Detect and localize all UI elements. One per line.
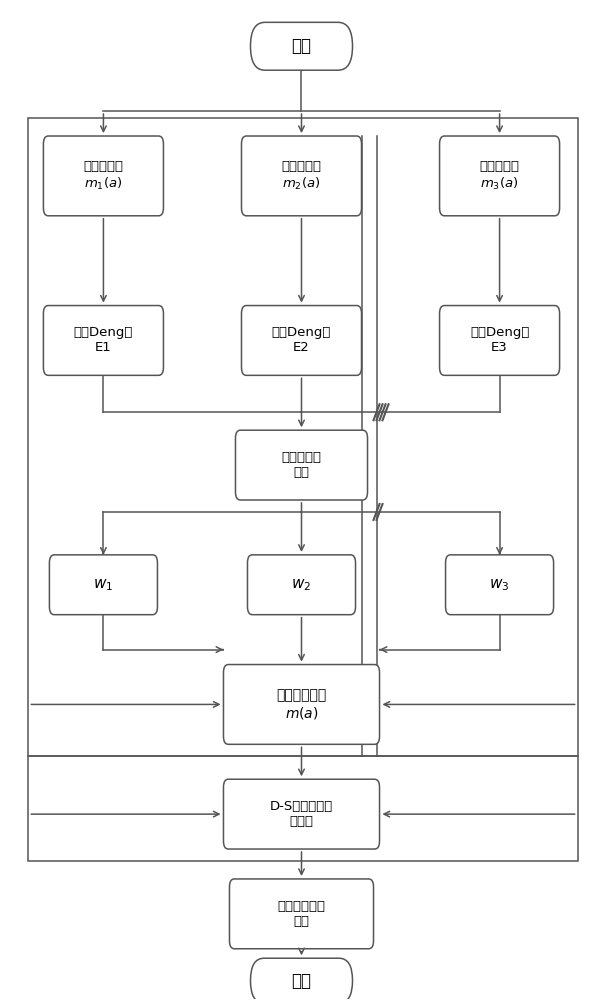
Text: 输出故障诊断
结果: 输出故障诊断 结果 <box>277 900 326 928</box>
Text: 故障隶属度
$m_3(a)$: 故障隶属度 $m_3(a)$ <box>479 160 520 192</box>
FancyBboxPatch shape <box>250 958 353 1000</box>
Text: 计算Deng熵
E1: 计算Deng熵 E1 <box>74 326 133 354</box>
Text: 开始: 开始 <box>291 37 312 55</box>
Text: D-S证据理论组
合规则: D-S证据理论组 合规则 <box>270 800 333 828</box>
FancyBboxPatch shape <box>43 306 163 375</box>
FancyBboxPatch shape <box>43 136 163 216</box>
FancyBboxPatch shape <box>236 430 367 500</box>
Text: 归一化，求
权值: 归一化，求 权值 <box>282 451 321 479</box>
Text: 故障隶属度
$m_1(a)$: 故障隶属度 $m_1(a)$ <box>83 160 124 192</box>
Text: $w_1$: $w_1$ <box>93 577 113 593</box>
FancyBboxPatch shape <box>446 555 554 615</box>
FancyBboxPatch shape <box>440 136 560 216</box>
FancyBboxPatch shape <box>230 879 373 949</box>
FancyBboxPatch shape <box>440 306 560 375</box>
FancyBboxPatch shape <box>224 779 379 849</box>
Text: 计算加权证据
$m(a)$: 计算加权证据 $m(a)$ <box>276 688 327 721</box>
Text: $w_2$: $w_2$ <box>291 577 312 593</box>
FancyBboxPatch shape <box>224 665 379 744</box>
Text: 计算Deng熵
E2: 计算Deng熵 E2 <box>272 326 331 354</box>
Bar <box>28 756 578 861</box>
FancyBboxPatch shape <box>241 306 362 375</box>
Text: 结束: 结束 <box>291 972 312 990</box>
Bar <box>28 118 578 756</box>
FancyBboxPatch shape <box>241 136 362 216</box>
FancyBboxPatch shape <box>250 22 353 70</box>
FancyBboxPatch shape <box>247 555 356 615</box>
Text: 故障隶属度
$m_2(a)$: 故障隶属度 $m_2(a)$ <box>282 160 321 192</box>
Text: $w_3$: $w_3$ <box>490 577 510 593</box>
FancyBboxPatch shape <box>49 555 157 615</box>
Text: 计算Deng熵
E3: 计算Deng熵 E3 <box>470 326 529 354</box>
